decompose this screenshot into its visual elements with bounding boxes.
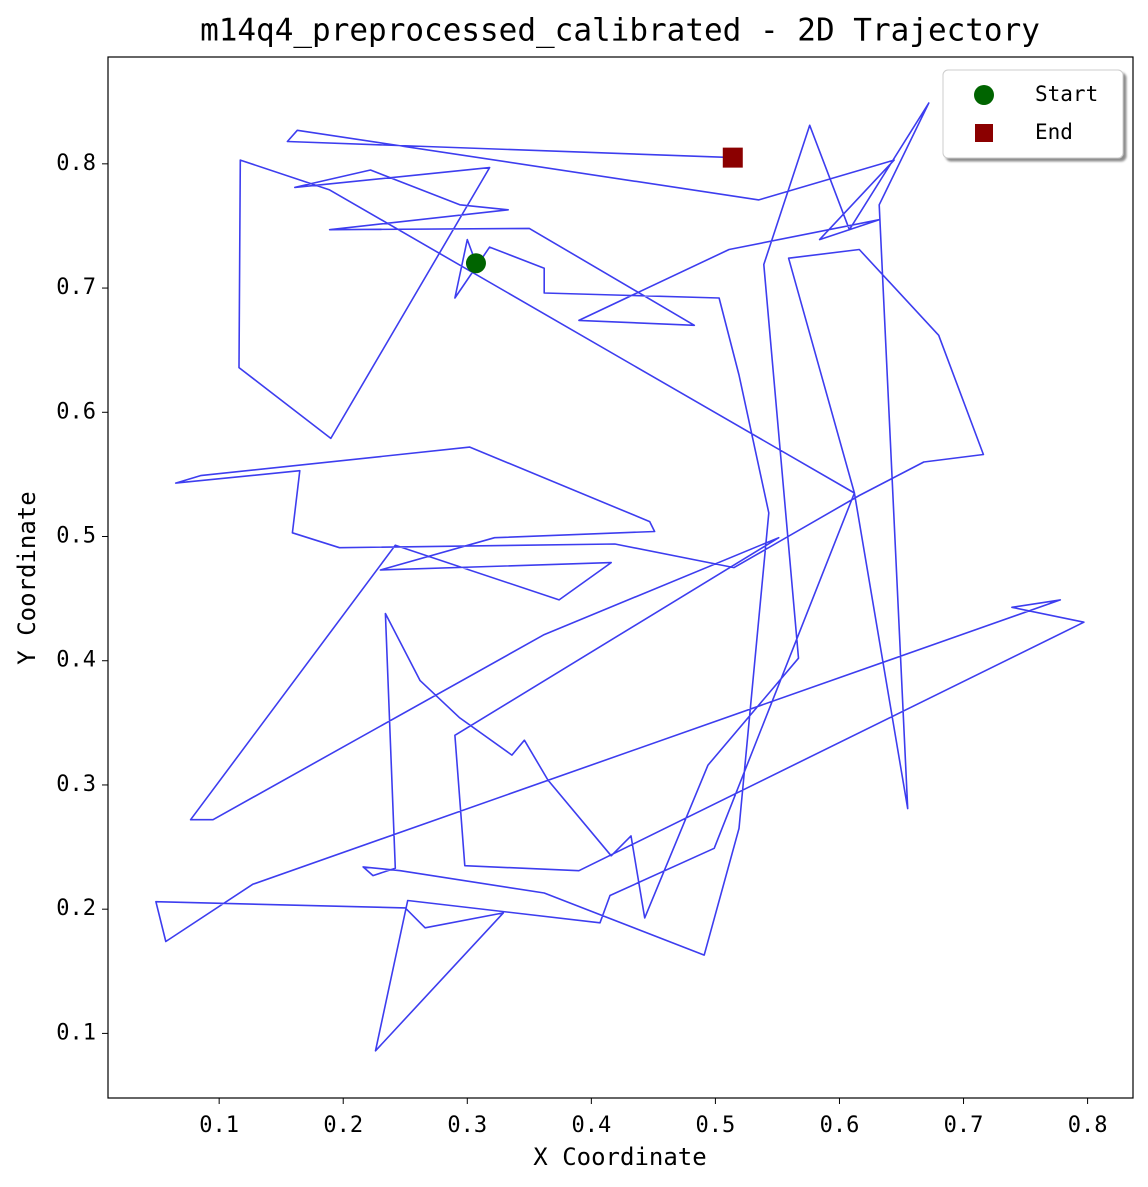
- x-axis-label: X Coordinate: [533, 1143, 706, 1171]
- legend: Start End: [942, 69, 1124, 159]
- x-tick-label: 0.8: [1068, 1113, 1108, 1138]
- y-tick-label: 0.2: [56, 896, 96, 921]
- trajectory-line: [155, 102, 1085, 1052]
- axes-frame: [107, 56, 1134, 1099]
- chart-title: m14q4_preprocessed_calibrated - 2D Traje…: [200, 13, 1040, 49]
- x-tick-label: 0.1: [199, 1113, 239, 1138]
- legend-label: Start: [1035, 82, 1098, 106]
- marker: [465, 253, 486, 274]
- legend-label: End: [1035, 120, 1073, 144]
- y-tick-label: 0.3: [56, 772, 96, 797]
- x-tick-label: 0.3: [447, 1113, 487, 1138]
- y-tick-label: 0.4: [56, 648, 96, 673]
- y-axis-label: Y Coordinate: [13, 491, 41, 664]
- plot-area: [155, 102, 1085, 1052]
- y-tick-label: 0.1: [56, 1020, 96, 1045]
- y-tick-label: 0.8: [56, 151, 96, 176]
- x-tick-label: 0.6: [820, 1113, 860, 1138]
- x-tick-label: 0.4: [571, 1113, 611, 1138]
- x-tick-label: 0.7: [944, 1113, 984, 1138]
- legend-marker: [974, 85, 994, 105]
- x-tick-label: 0.5: [696, 1113, 736, 1138]
- y-tick-label: 0.5: [56, 524, 96, 549]
- y-tick-label: 0.6: [56, 399, 96, 424]
- marker: [722, 147, 743, 168]
- y-tick-label: 0.7: [56, 275, 96, 300]
- legend-marker: [975, 124, 993, 142]
- x-tick-label: 0.2: [323, 1113, 363, 1138]
